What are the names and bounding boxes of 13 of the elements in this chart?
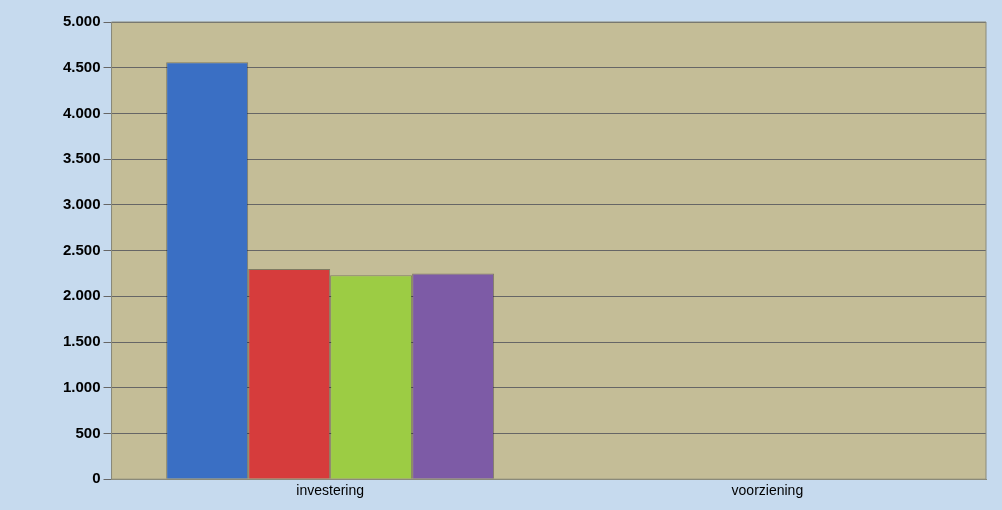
y-tick-label: 2.000: [62, 286, 101, 304]
y-tick-label: 3.500: [62, 149, 101, 167]
x-tick-label: investering: [296, 482, 364, 499]
y-tick-label: 5.000: [62, 12, 101, 30]
y-tick-label: 500: [75, 423, 101, 441]
y-tick-label: 4.500: [62, 57, 101, 75]
y-tick-label: 4.000: [62, 103, 101, 121]
y-tick-label: 2.500: [62, 240, 101, 258]
y-tick-label: 1.000: [62, 377, 101, 395]
x-tick-label: voorziening: [731, 482, 804, 499]
y-tick-label: 3.000: [62, 195, 101, 213]
y-tick-label: 0: [92, 469, 101, 487]
y-tick-label: 1.500: [62, 332, 101, 350]
